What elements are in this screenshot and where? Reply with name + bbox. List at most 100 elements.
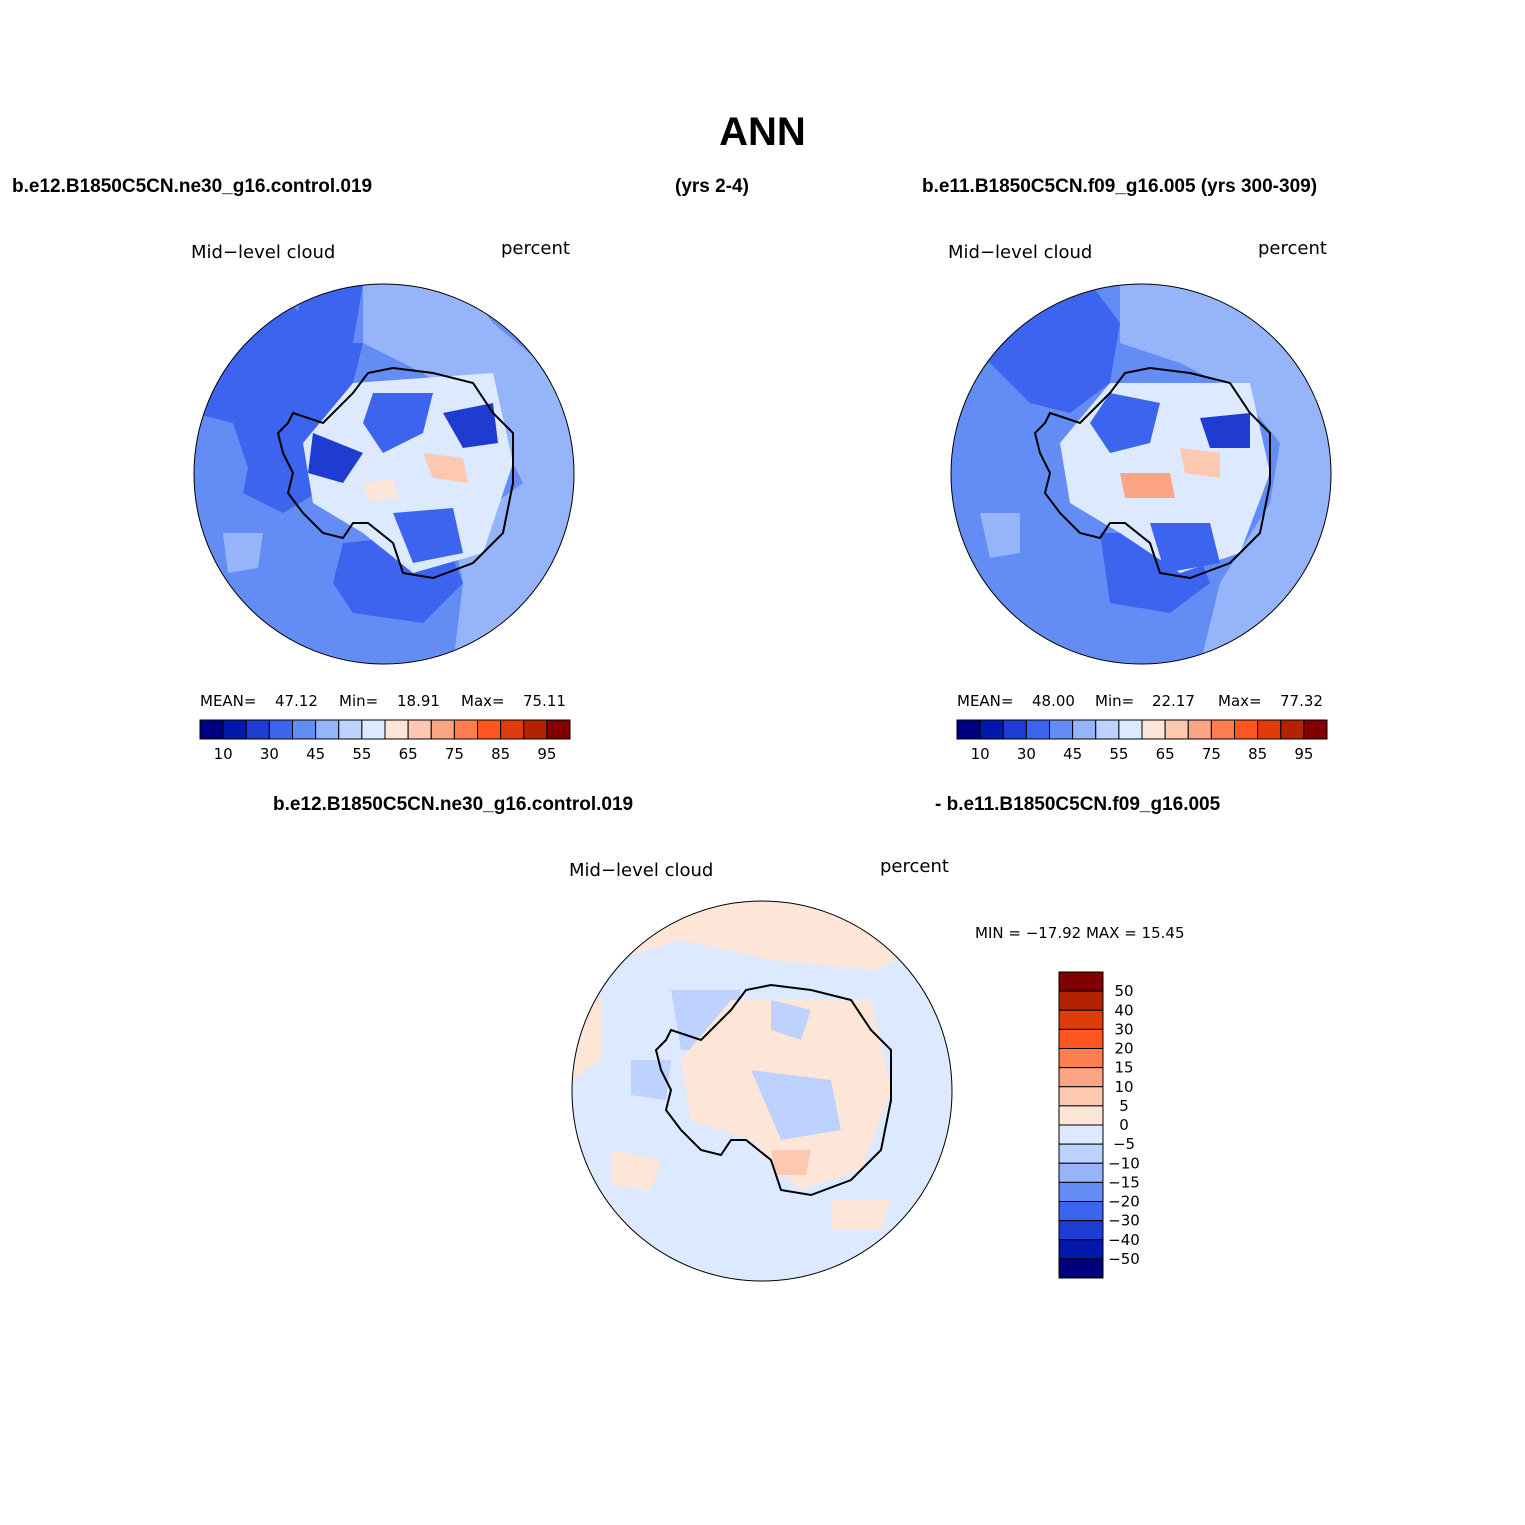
diff-region	[611, 1150, 661, 1190]
colorbar-diff-swatch	[1058, 1143, 1104, 1164]
colorbar1-swatch	[315, 719, 340, 740]
diff-region	[771, 1000, 811, 1040]
colorbar1-swatch	[546, 719, 571, 740]
colorbar-diff-swatch	[1058, 971, 1104, 992]
colorbar2-tick-label: 10	[971, 745, 990, 763]
colorbar2-swatch	[1164, 719, 1189, 740]
colorbar-diff-tick-label: −50	[1108, 1250, 1140, 1268]
panel2-max-value: 77.32	[1280, 692, 1323, 710]
colorbar2-swatch	[1210, 719, 1235, 740]
colorbar-diff-tick-label: −15	[1108, 1173, 1140, 1191]
colorbar1-swatch	[453, 719, 478, 740]
colorbar2-tick-label: 75	[1202, 745, 1221, 763]
colorbar-diff-swatch	[1058, 1162, 1104, 1183]
colorbar1-swatch	[500, 719, 525, 740]
panel2-mean-label: MEAN=	[957, 692, 1014, 710]
map1-coast	[276, 366, 514, 580]
figure-title: ANN	[719, 110, 806, 154]
map1-region	[363, 478, 398, 501]
map2-region	[1150, 523, 1220, 573]
panel2-variable-label: Mid−level cloud	[948, 242, 1093, 263]
colorbar2-swatch	[956, 719, 981, 740]
map-panel2	[950, 283, 1332, 665]
colorbar-diff-swatch	[1058, 1181, 1104, 1202]
panel1-max-value: 75.11	[523, 692, 566, 710]
panel1-mean-label: MEAN=	[200, 692, 257, 710]
colorbar-diff-tick-label: −40	[1108, 1231, 1140, 1249]
panel1-units-label: percent	[501, 238, 570, 259]
colorbar2-swatch	[1303, 719, 1328, 740]
colorbar2-tick-label: 95	[1294, 745, 1313, 763]
colorbar-diff-swatch	[1058, 1028, 1104, 1049]
map2-region	[980, 513, 1020, 558]
colorbar2-tick-label: 55	[1109, 745, 1128, 763]
colorbar2-swatch	[1187, 719, 1212, 740]
colorbar-diff-tick-label: 15	[1114, 1059, 1133, 1077]
map1-region	[223, 533, 263, 573]
panel2-min-value: 22.17	[1152, 692, 1195, 710]
colorbar2-swatch	[979, 719, 1004, 740]
panel1-variable-label: Mid−level cloud	[191, 242, 336, 263]
colorbar1-tick-label: 55	[352, 745, 371, 763]
colorbar2-swatch	[1025, 719, 1050, 740]
panel1-min-label: Min=	[339, 692, 379, 710]
colorbar-diff-tick-label: 50	[1114, 982, 1133, 1000]
colorbar-diff-tick-label: 0	[1119, 1116, 1129, 1134]
colorbar-panel1: 10 30 45 55 65 75 85 95	[199, 719, 571, 763]
colorbar1-swatch	[384, 719, 409, 740]
colorbar2-tick-label: 30	[1017, 745, 1036, 763]
map2-boundary	[950, 283, 1332, 665]
colorbar2-tick-label: 65	[1156, 745, 1175, 763]
header-diff-left: b.e12.B1850C5CN.ne30_g16.control.019	[273, 794, 634, 815]
colorbar-diff-swatch	[1058, 1124, 1104, 1145]
colorbar-diff-swatch	[1058, 1067, 1104, 1088]
map2-region	[1090, 393, 1160, 453]
colorbar2-swatch	[1234, 719, 1259, 740]
diff-region	[771, 1150, 811, 1175]
colorbar2-swatch	[1118, 719, 1143, 740]
colorbar1-swatch	[430, 719, 455, 740]
colorbar2-swatch	[1049, 719, 1074, 740]
colorbar-diff-swatch	[1058, 1258, 1104, 1279]
map1-region	[423, 453, 468, 483]
map-diff	[571, 900, 953, 1282]
colorbar1-tick-label: 45	[306, 745, 325, 763]
diff-units-label: percent	[880, 856, 949, 877]
map1-region	[308, 433, 363, 483]
header-diff-right: - b.e11.B1850C5CN.f09_g16.005	[935, 794, 1221, 815]
map1-region	[443, 403, 498, 448]
panel2-mean-value: 48.00	[1032, 692, 1075, 710]
panel1-mean-value: 47.12	[275, 692, 318, 710]
colorbar1-swatch	[245, 719, 270, 740]
colorbar-diff-swatch	[1058, 1048, 1104, 1069]
panel1-max-label: Max=	[461, 692, 505, 710]
colorbar2-swatch	[1072, 719, 1097, 740]
colorbar-diff-swatch	[1058, 1009, 1104, 1030]
colorbar1-swatch	[407, 719, 432, 740]
colorbar-diff-tick-label: 5	[1119, 1097, 1129, 1115]
colorbar-diff-swatch	[1058, 1201, 1104, 1222]
colorbar-diff-swatch	[1058, 990, 1104, 1011]
colorbar1-swatch	[338, 719, 363, 740]
colorbar-diff-swatch	[1058, 1086, 1104, 1107]
map2-region	[1200, 413, 1250, 448]
colorbar-diff-tick-label: −5	[1113, 1135, 1135, 1153]
colorbar1-swatch	[292, 719, 317, 740]
panel2-units-label: percent	[1258, 238, 1327, 259]
colorbar1-tick-label: 85	[491, 745, 510, 763]
header-mid: (yrs 2-4)	[675, 176, 749, 197]
map-panel1	[193, 283, 575, 665]
diff-region	[831, 1200, 891, 1230]
colorbar-diff-tick-label: −20	[1108, 1193, 1140, 1211]
map2-coast	[1033, 366, 1271, 580]
header-right: b.e11.B1850C5CN.f09_g16.005 (yrs 300-309…	[922, 176, 1318, 197]
colorbar-panel2: 10 30 45 55 65 75 85 95	[956, 719, 1328, 763]
map1-region	[363, 393, 433, 453]
colorbar1-swatch	[361, 719, 386, 740]
colorbar1-tick-label: 65	[399, 745, 418, 763]
panel1-min-value: 18.91	[397, 692, 440, 710]
map2-region	[1180, 448, 1220, 478]
colorbar1-swatch	[477, 719, 502, 740]
panel2-max-label: Max=	[1218, 692, 1262, 710]
